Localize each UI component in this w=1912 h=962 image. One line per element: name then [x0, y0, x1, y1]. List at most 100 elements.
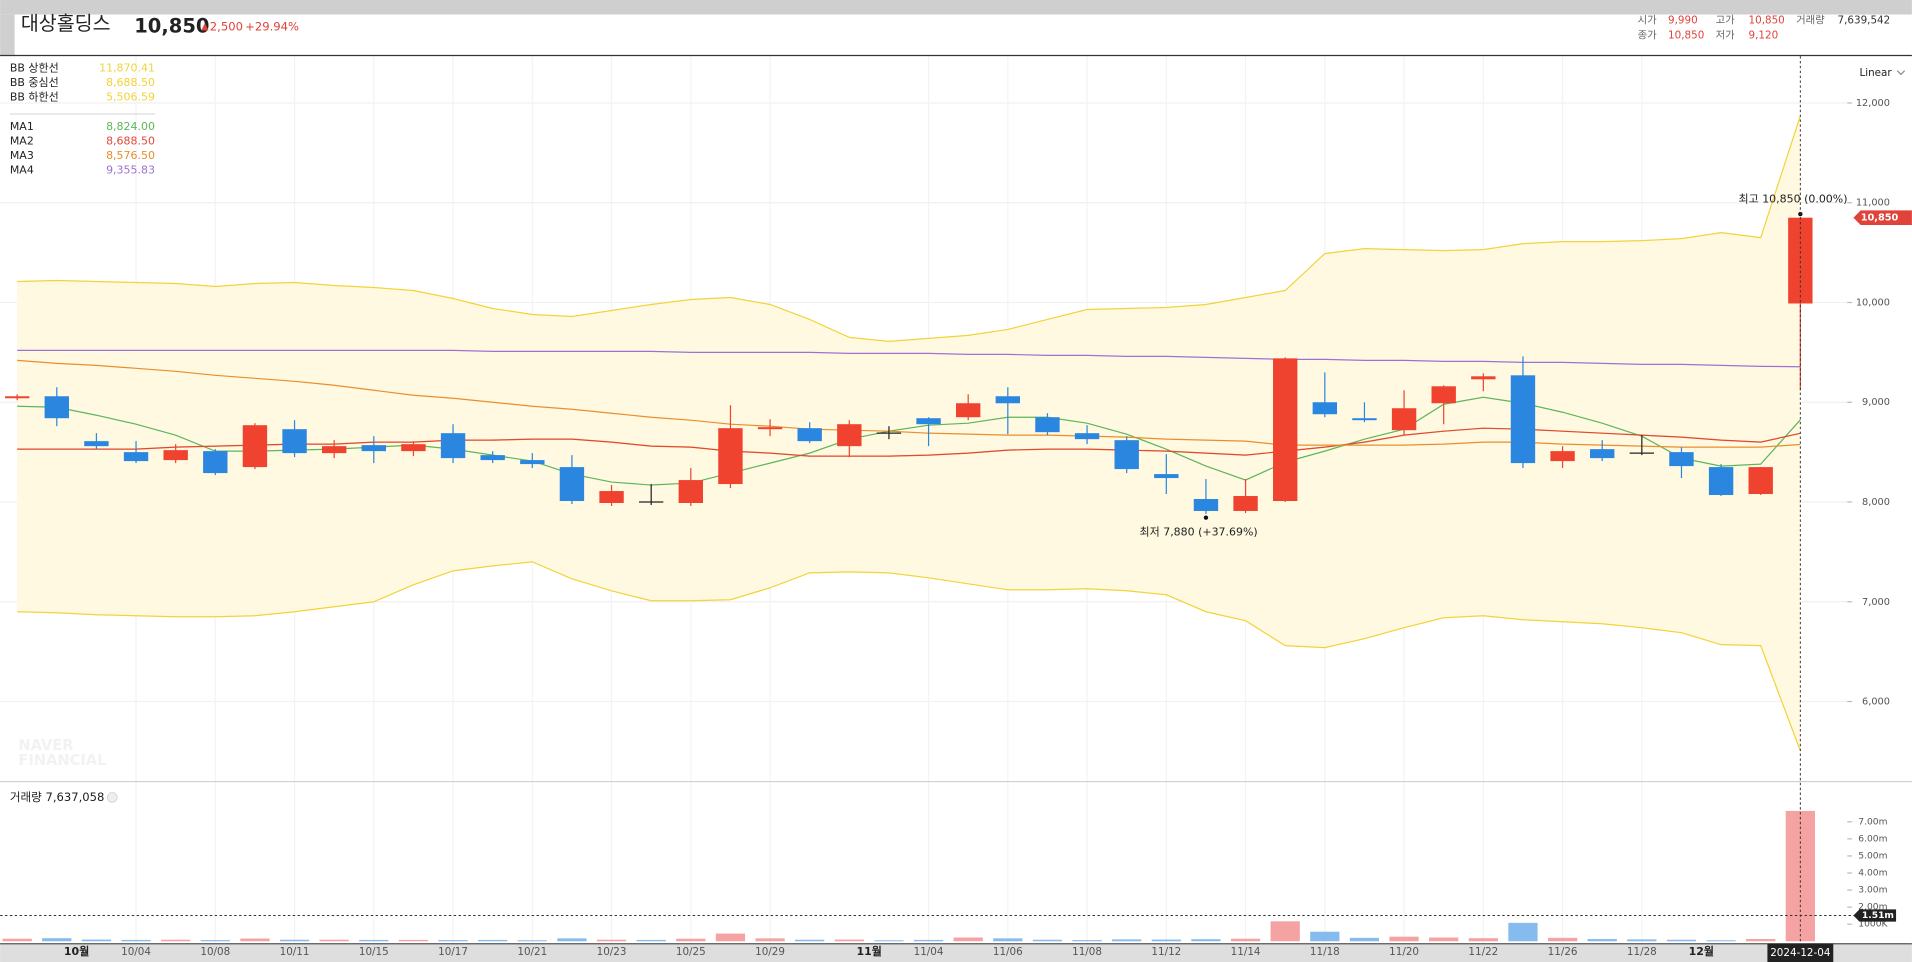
- candle-body: [1590, 449, 1615, 459]
- candle-body: [1273, 358, 1298, 502]
- volume-bar: [517, 940, 547, 942]
- dropdown-icon[interactable]: [1896, 70, 1906, 76]
- legend-name: MA3: [10, 149, 34, 162]
- x-tick-label: 11/06: [993, 946, 1023, 958]
- x-tick-label: 11/26: [1548, 946, 1578, 958]
- candle-body: [1550, 451, 1575, 462]
- y-tick-label: 10,000: [1856, 297, 1890, 308]
- volume-bar: [755, 938, 785, 942]
- volume-tick-label: 5.00m: [1858, 851, 1887, 861]
- volume-bar: [1627, 939, 1657, 942]
- stat-label: 고가: [1716, 15, 1736, 27]
- candle-body: [995, 396, 1021, 404]
- volume-bar: [715, 933, 746, 942]
- stock-name: 대상홀딩스: [21, 12, 111, 35]
- x-tick-label: 10/15: [359, 946, 389, 958]
- candle-body: [1074, 433, 1100, 440]
- legend-value: 8,688.50: [106, 134, 155, 147]
- legend-name: BB 하한선: [10, 90, 59, 104]
- candle-body: [757, 427, 783, 430]
- volume-bar: [240, 938, 270, 942]
- volume-title: 거래량 7,637,058: [10, 790, 105, 804]
- stat-value: 9,990: [1668, 15, 1698, 27]
- legend-name: MA4: [10, 164, 34, 177]
- volume-bar: [596, 939, 627, 942]
- stats: 시가 9,990 고가 10,850 거래량 7,639,542 종가 10,850 저가 9,1…: [1638, 15, 1891, 42]
- candle-body: [1154, 474, 1179, 479]
- legend-value: 8,688.50: [106, 76, 155, 89]
- candle-body: [1471, 376, 1496, 380]
- volume-bar: [1151, 939, 1181, 942]
- candle-body: [1233, 496, 1258, 511]
- y-tick-label: 12,000: [1856, 98, 1890, 109]
- x-month-label: 10월: [64, 944, 89, 958]
- watermark: NAVER: [18, 737, 73, 754]
- candle-body: [123, 452, 149, 462]
- y-tick-label: 11,000: [1856, 198, 1890, 209]
- candle-body: [440, 433, 466, 459]
- candle-body: [401, 444, 426, 452]
- crosshair-value: 1.51m: [1862, 911, 1894, 921]
- scale-label[interactable]: Linear: [1859, 67, 1892, 79]
- legend-value: 9,355.83: [106, 164, 155, 177]
- candle-body: [4, 396, 30, 399]
- stat-label: 거래량: [1796, 15, 1825, 27]
- volume-bar: [676, 938, 706, 942]
- volume-bar: [636, 939, 666, 942]
- volume-bar: [953, 937, 983, 942]
- volume-bar: [1270, 921, 1300, 942]
- volume-bar: [161, 939, 191, 942]
- candle-body: [1035, 417, 1060, 433]
- stat-label: 시가: [1638, 15, 1658, 27]
- candle-body: [1352, 418, 1377, 421]
- x-tick-label: 11/04: [914, 946, 944, 958]
- candle-body: [321, 446, 347, 454]
- volume-bar: [478, 939, 508, 942]
- volume-bar: [1666, 939, 1697, 942]
- crosshair-tag: [1853, 909, 1897, 922]
- candle-body: [916, 418, 941, 425]
- candle-body: [956, 403, 981, 418]
- candle-body: [1114, 440, 1139, 470]
- x-month-label: 12월: [1689, 944, 1714, 958]
- volume-bar: [398, 939, 429, 942]
- stat-value: 10,850: [1668, 29, 1704, 41]
- band-fill: [17, 115, 1801, 751]
- crosshair-date-box: [1767, 943, 1834, 962]
- volume-bar: [1112, 939, 1142, 942]
- volume-bar: [42, 938, 72, 942]
- volume-bar: [1429, 937, 1459, 942]
- volume-bar: [913, 939, 944, 942]
- candle-body: [44, 396, 69, 419]
- up-arrow-icon: [201, 23, 209, 31]
- volume-bar: [1587, 939, 1617, 942]
- volume-bar: [1547, 937, 1578, 942]
- x-tick-label: 10/08: [200, 946, 230, 958]
- close-icon[interactable]: [107, 792, 118, 803]
- volume-bar: [200, 940, 230, 942]
- x-tick-label: 10/23: [597, 946, 627, 958]
- candle-body: [1312, 402, 1338, 415]
- volume-bar: [279, 939, 310, 942]
- candle-body: [797, 428, 822, 442]
- x-tick-label: 11/28: [1627, 946, 1657, 958]
- candle-body: [837, 424, 862, 447]
- volume-bar: [319, 939, 349, 942]
- y-tick-label: 7,000: [1862, 597, 1890, 608]
- volume-bar: [795, 939, 825, 942]
- indicator-line: [17, 349, 1801, 368]
- candle-body: [480, 455, 505, 461]
- annotation: 최저 7,880 (+37.69%): [1140, 525, 1258, 538]
- x-month-label: 11월: [856, 944, 881, 958]
- stock-price: 10,850: [134, 14, 209, 37]
- x-tick-label: 11/08: [1072, 946, 1102, 958]
- candle-body: [163, 450, 188, 461]
- legend-name: BB 중심선: [10, 76, 59, 89]
- stat-label: 종가: [1638, 29, 1658, 41]
- volume-bar: [1191, 939, 1221, 942]
- volume-bar: [1310, 931, 1340, 942]
- volume-bar: [1389, 936, 1419, 942]
- candle-body: [1708, 467, 1734, 496]
- indicator-line: [17, 115, 1801, 343]
- watermark: FINANCIAL: [18, 752, 106, 769]
